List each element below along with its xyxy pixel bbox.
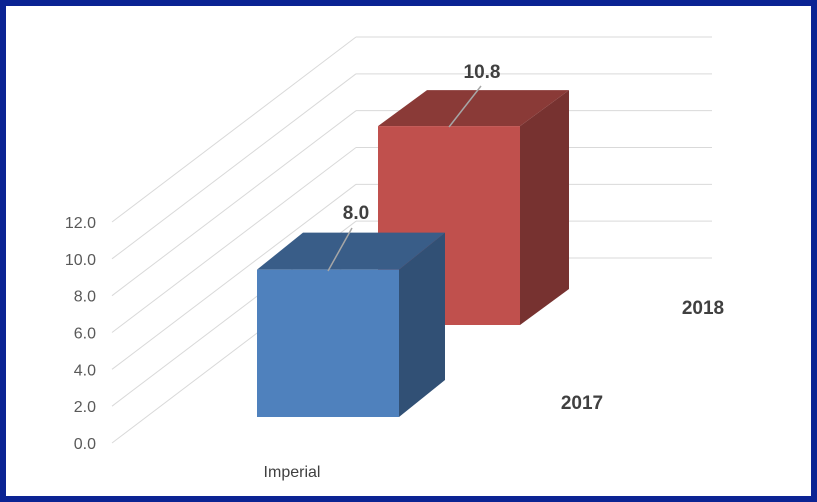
bar-top-face [378,90,569,127]
depth-axis-label-2017: 2017 [561,393,603,414]
bar-2018 [378,90,569,325]
side-gridline [111,183,357,370]
bar-side-face [399,232,445,417]
depth-axis-label-2018: 2018 [682,298,724,319]
leader-line [327,227,353,272]
side-gridline [111,36,357,223]
side-gridline [111,147,357,333]
bar-top-face [257,232,445,270]
y-tick-label: 8.0 [74,289,96,306]
leader-lines [327,85,482,272]
side-gridline [111,110,357,297]
y-tick-label: 0.0 [74,436,96,453]
y-tick-label: 12.0 [65,215,96,232]
side-gridline [111,73,357,260]
y-tick-label: 4.0 [74,362,96,379]
bar-front-face [257,269,399,417]
bars-layer [257,90,569,417]
data-label-2017: 8.0 [343,203,369,224]
bar-2017 [257,232,445,417]
category-label-imperial: Imperial [264,464,321,481]
data-label-2018: 10.8 [464,62,501,83]
y-tick-label: 10.0 [65,252,96,269]
bar-side-face [520,90,569,325]
y-tick-label: 2.0 [74,399,96,416]
y-tick-label: 6.0 [74,326,96,343]
y-axis-ticks: 0.0 2.0 4.0 6.0 8.0 10.0 12.0 [65,215,96,453]
leader-line [448,85,482,128]
